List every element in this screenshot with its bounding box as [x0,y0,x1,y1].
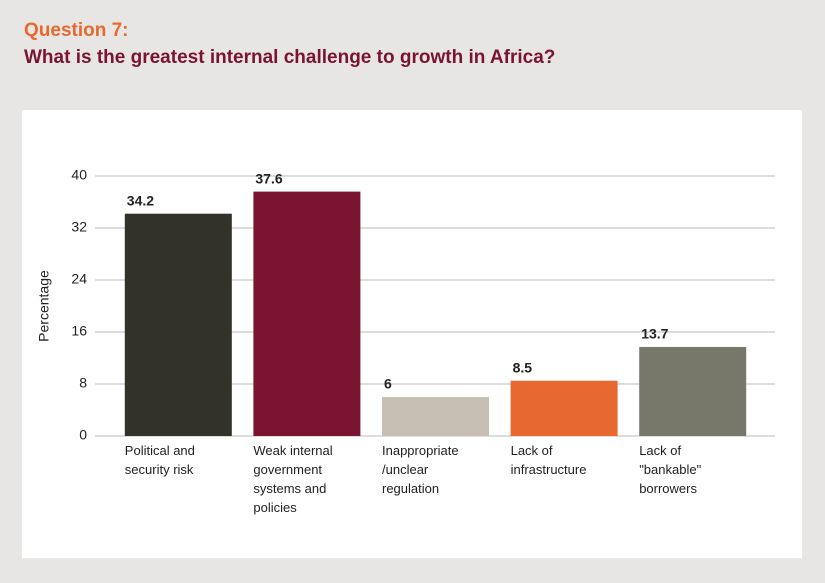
y-tick-label: 40 [71,167,87,183]
y-axis-label: Percentage [36,270,52,342]
x-tick-label: Weak internal government systems and pol… [253,443,333,515]
value-label: 6 [384,376,392,392]
y-tick-label: 16 [71,323,87,339]
bar [124,213,232,436]
x-tick-label: Lack of "bankable" borrowers [639,443,702,496]
value-label: 37.6 [255,170,282,186]
x-tick-label: Inappropriate /unclear regulation [382,443,459,496]
bar [510,380,618,436]
y-tick-label: 8 [79,375,87,391]
y-tick-label: 32 [71,219,87,235]
bar [253,191,361,436]
bar [382,397,489,436]
chart-title: What is the greatest internal challenge … [24,47,556,68]
kicker: Question 7: [24,20,129,41]
value-label: 13.7 [641,326,668,342]
y-tick-label: 0 [79,427,87,443]
value-label: 34.2 [127,192,154,208]
value-label: 8.5 [513,359,533,375]
y-tick-label: 24 [71,271,87,287]
x-tick-label: Lack of infrastructure [510,443,587,477]
x-tick-label: Political and security risk [124,443,195,477]
bar [639,346,747,436]
